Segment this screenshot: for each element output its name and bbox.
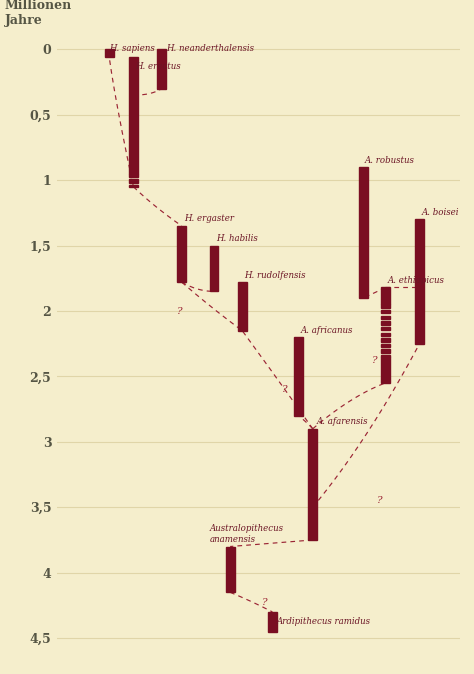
Text: ?: ? xyxy=(376,496,382,506)
Bar xyxy=(359,167,367,298)
Text: ?: ? xyxy=(177,307,182,315)
Text: Ardipithecus ramidus: Ardipithecus ramidus xyxy=(276,617,371,625)
Text: H. habilis: H. habilis xyxy=(216,234,258,243)
Text: A. boisei: A. boisei xyxy=(421,208,459,217)
Bar xyxy=(105,49,114,57)
Text: ?: ? xyxy=(262,599,267,607)
Text: Australopithecus
anamensis: Australopithecus anamensis xyxy=(210,524,284,544)
Bar xyxy=(381,357,390,383)
Text: H. neanderthalensis: H. neanderthalensis xyxy=(166,44,254,53)
Bar xyxy=(157,49,166,89)
Bar xyxy=(381,327,390,330)
Bar xyxy=(415,220,424,344)
Bar xyxy=(381,305,390,308)
Text: H. rudolfensis: H. rudolfensis xyxy=(244,271,306,280)
Bar xyxy=(129,179,138,183)
Bar xyxy=(381,315,390,319)
Bar xyxy=(268,612,277,632)
Bar xyxy=(294,337,303,416)
Bar xyxy=(381,321,390,325)
Bar xyxy=(381,310,390,313)
Text: H. ergaster: H. ergaster xyxy=(184,214,234,223)
Bar xyxy=(381,333,390,336)
Bar xyxy=(129,185,138,187)
Bar xyxy=(238,282,246,331)
Text: H. erectus: H. erectus xyxy=(136,63,181,71)
Text: H. sapiens: H. sapiens xyxy=(109,44,155,53)
Bar xyxy=(177,226,186,282)
Bar xyxy=(129,174,138,177)
Text: Millionen
Jahre: Millionen Jahre xyxy=(5,0,72,28)
Bar xyxy=(226,547,235,592)
Text: A. afarensis: A. afarensis xyxy=(317,417,368,426)
Text: A. africanus: A. africanus xyxy=(301,326,353,334)
Bar xyxy=(210,245,219,291)
Bar xyxy=(308,429,317,540)
Text: A. robustus: A. robustus xyxy=(365,156,415,164)
Bar xyxy=(129,57,138,174)
Bar xyxy=(381,338,390,342)
Text: ?: ? xyxy=(373,357,378,365)
Bar xyxy=(381,344,390,347)
Bar xyxy=(381,350,390,353)
Bar xyxy=(381,288,390,305)
Text: A. ethiopicus: A. ethiopicus xyxy=(387,276,444,285)
Bar xyxy=(381,355,390,357)
Text: ?: ? xyxy=(282,385,287,394)
